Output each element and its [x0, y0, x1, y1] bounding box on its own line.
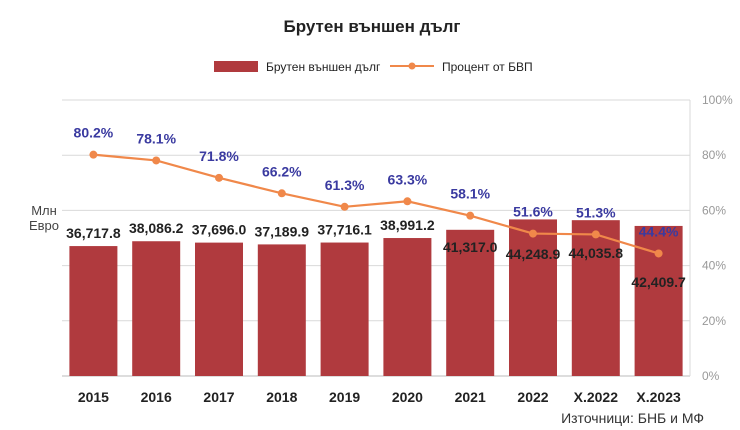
bar	[257, 244, 306, 376]
bar-value-label: 44,248.9	[506, 246, 561, 262]
percent-point	[89, 150, 98, 159]
legend: Брутен външен дълг Процент от БВП	[214, 60, 533, 74]
bar-value-label: 37,696.0	[192, 222, 247, 238]
bar-value-label: 38,991.2	[380, 217, 435, 233]
x-tick-label: 2019	[329, 389, 360, 405]
y-right-tick-label: 60%	[702, 203, 726, 217]
percent-value-label: 63.3%	[388, 171, 428, 187]
bar-value-label: 36,717.8	[66, 225, 121, 241]
percent-point	[215, 173, 223, 182]
unit-label-line2: Евро	[29, 218, 59, 233]
percent-point	[340, 202, 349, 211]
percent-point	[403, 197, 412, 206]
percent-value-label: 51.3%	[576, 204, 616, 220]
percent-point	[529, 229, 537, 238]
x-tick-label: X.2023	[636, 389, 681, 405]
bar	[509, 219, 557, 376]
source-note: Източници: БНБ и МФ	[561, 410, 704, 426]
percent-point	[654, 249, 663, 258]
x-tick-label: 2022	[517, 389, 548, 405]
percent-line	[89, 150, 663, 258]
x-tick-label: 2021	[455, 389, 486, 405]
bar-value-label: 42,409.7	[631, 274, 686, 290]
bar	[320, 242, 369, 376]
y-right-tick-label: 100%	[702, 93, 733, 107]
x-tick-label: 2016	[141, 389, 172, 405]
bar	[195, 242, 243, 376]
legend-line-label: Процент от БВП	[442, 60, 533, 74]
legend-bar-swatch	[214, 61, 258, 72]
percent-line-path	[93, 153, 659, 255]
x-tick-label: 2015	[78, 389, 109, 405]
percent-point	[466, 211, 475, 220]
legend-bar-label: Брутен външен дълг	[266, 60, 381, 74]
x-tick-label: X.2022	[574, 389, 619, 405]
y-right-tick-label: 40%	[702, 259, 726, 273]
bar	[69, 246, 118, 376]
right-axis: 0% 20% 40% 60% 80% 100%	[689, 93, 733, 383]
bar-value-label: 37,189.9	[255, 223, 310, 239]
percent-value-label: 44.4%	[639, 223, 679, 239]
y-right-tick-label: 80%	[702, 148, 726, 162]
percent-value-label: 61.3%	[325, 177, 365, 193]
bar-value-label: 38,086.2	[129, 220, 184, 236]
bar	[383, 238, 432, 376]
percent-value-label: 58.1%	[450, 186, 490, 202]
percent-value-label: 78.1%	[136, 130, 176, 146]
x-axis: 2015 2016 2017 2018 2019 2020 2021 2022 X.2022 X.…	[78, 389, 681, 405]
x-tick-label: 2020	[392, 389, 423, 405]
percent-value-label: 66.2%	[262, 163, 302, 179]
percent-point	[152, 156, 161, 165]
x-tick-label: 2018	[266, 389, 297, 405]
percent-value-label: 80.2%	[74, 125, 114, 141]
bar-labels: 36,717.8 38,086.2 37,696.0 37,189.9 37,716.1…	[66, 217, 686, 290]
percent-value-label: 71.8%	[199, 148, 239, 164]
percent-point	[277, 189, 286, 198]
y-right-tick-label: 0%	[702, 369, 720, 383]
bar	[132, 241, 181, 376]
y-right-tick-label: 20%	[702, 314, 726, 328]
x-tick-label: 2017	[203, 389, 234, 405]
percent-value-label: 51.6%	[513, 204, 553, 220]
bar	[571, 220, 620, 376]
chart-title: Брутен външен дълг	[284, 17, 461, 36]
bar-value-label: 41,317.0	[443, 239, 498, 255]
legend-line-marker	[408, 62, 416, 70]
bar-value-label: 44,035.8	[569, 245, 624, 261]
percent-labels: 80.2% 78.1% 71.8% 66.2% 61.3% 63.3% 58.1% 51.6%…	[74, 125, 679, 240]
bars	[69, 219, 683, 376]
bar-value-label: 37,716.1	[317, 222, 372, 238]
bar	[446, 229, 495, 376]
percent-point	[591, 230, 600, 239]
unit-label-line1: Млн	[31, 203, 57, 218]
